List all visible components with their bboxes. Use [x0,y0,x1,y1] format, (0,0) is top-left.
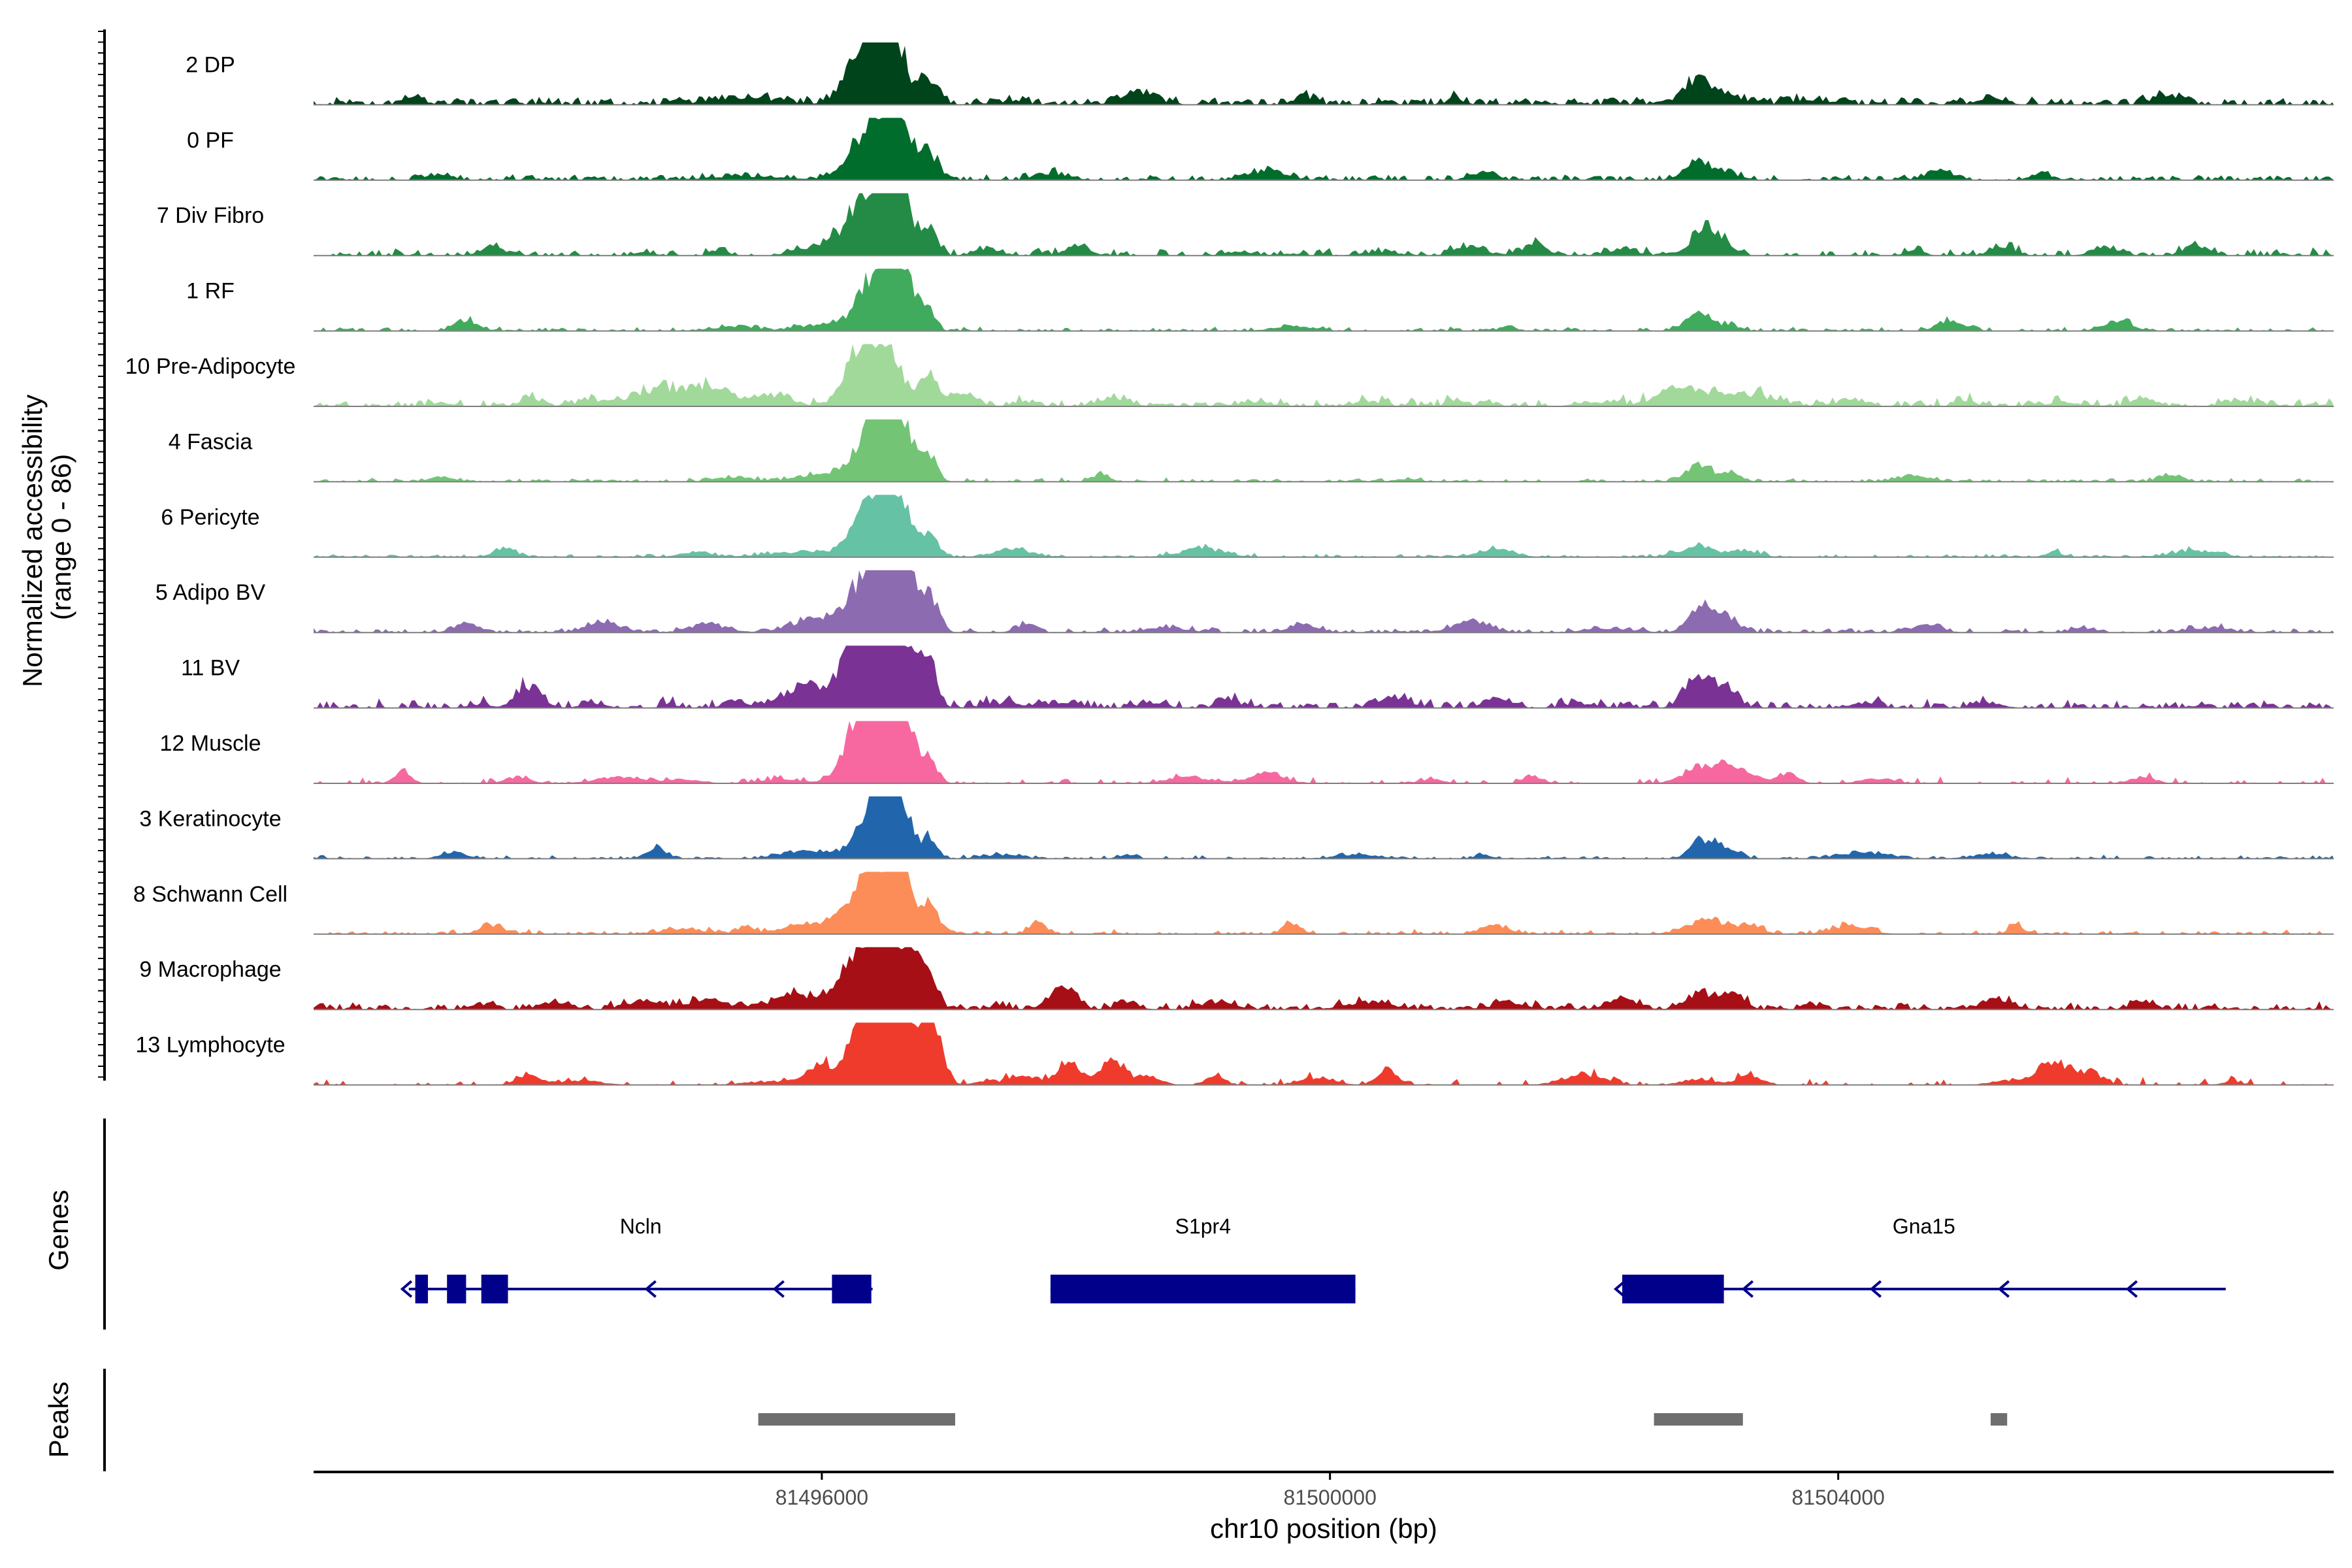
y-axis-title: Normalized accessibility (range 0 - 86) [17,387,76,687]
coverage-area [314,419,2334,482]
peak-region [1990,1413,2008,1426]
track-label: 9 Macrophage [139,957,281,982]
strand-arrow [644,1280,657,1298]
x-axis-ticks: 81496000 81500000 81504000 [776,1472,1885,1509]
coverage-area [314,872,2334,934]
coverage-track: 12 Muscle [160,721,2334,784]
gene-exon [1050,1275,1356,1303]
coverage-area [314,796,2334,859]
track-label: 4 Fascia [169,429,253,454]
coverage-track: 7 Div Fibro [157,193,2334,257]
coverage-area [314,570,2334,633]
gene-model: S1pr4 [1050,1215,1356,1303]
coverage-track: 4 Fascia [169,419,2334,483]
coverage-track: 2 DP [186,42,2334,106]
strand-arrow [1997,1280,2010,1298]
peaks-panel-title: Peaks [43,1382,74,1458]
peak-region [758,1413,955,1426]
coverage-track: 8 Schwann Cell [133,872,2334,935]
genes-panel-title: Genes [43,1190,74,1271]
coverage-track: 6 Pericyte [161,495,2334,558]
coverage-track: 11 BV [181,645,2334,709]
strand-arrow [1741,1280,1754,1298]
track-label: 6 Pericyte [161,505,259,530]
track-label: 3 Keratinocyte [139,806,281,831]
track-label: 7 Div Fibro [157,203,264,228]
coverage-area [314,947,2334,1010]
coverage-track: 1 RF [186,269,2334,332]
coverage-area [314,495,2334,557]
track-label: 5 Adipo BV [155,580,266,605]
gene-exon [481,1275,508,1303]
y-axis-title-line1: Normalized accessibility [17,395,48,687]
y-axis-minor-ticks [98,31,105,1078]
track-label: 8 Schwann Cell [133,882,287,907]
coverage-tracks: 2 DP 0 PF 7 Div Fibro 1 RF 10 Pre-Adipocyte 4… [125,42,2334,1086]
strand-arrow [1613,1280,1626,1298]
coverage-area [314,1022,2334,1085]
gene-exon [1622,1275,1724,1303]
x-tick-label: 81496000 [776,1486,868,1509]
coverage-track: 10 Pre-Adipocyte [125,344,2334,407]
gene-label: Gna15 [1893,1215,1955,1238]
gene-model: Gna15 [1613,1215,2226,1303]
gene-exon [832,1275,872,1303]
x-tick-label: 81504000 [1791,1486,1884,1509]
coverage-area [314,645,2334,708]
coverage-area [314,269,2334,331]
coverage-area [314,344,2334,406]
track-label: 12 Muscle [160,731,261,756]
track-label: 0 PF [187,128,234,153]
coverage-track: 5 Adipo BV [155,570,2334,634]
track-label: 13 Lymphocyte [135,1033,285,1058]
gene-model: Ncln [400,1215,873,1303]
strand-arrow [400,1280,413,1298]
gene-models: Ncln S1pr4 Gna15 [400,1215,2226,1303]
strand-arrow [1869,1280,1882,1298]
coverage-track: 0 PF [187,118,2334,181]
x-axis-title: chr10 position (bp) [1210,1513,1437,1544]
track-label: 11 BV [181,656,240,681]
coverage-area [314,721,2334,783]
track-label: 10 Pre-Adipocyte [125,354,296,379]
strand-arrow [772,1280,785,1298]
track-label: 1 RF [186,279,235,304]
track-label: 2 DP [186,52,235,77]
coverage-track: 13 Lymphocyte [135,1022,2334,1086]
coverage-area [314,193,2334,256]
gene-label: Ncln [620,1215,662,1238]
y-axis-title-line2: (range 0 - 86) [46,454,76,620]
peak-regions [758,1413,2008,1426]
x-tick-label: 81500000 [1284,1486,1377,1509]
coverage-area [314,42,2334,105]
coverage-track: 3 Keratinocyte [139,796,2334,860]
coverage-area [314,118,2334,180]
strand-arrow [2125,1280,2138,1298]
coverage-track: 9 Macrophage [139,947,2334,1011]
peak-region [1654,1413,1743,1426]
gene-label: S1pr4 [1175,1215,1231,1238]
gene-exon [415,1275,428,1303]
gene-exon [447,1275,466,1303]
